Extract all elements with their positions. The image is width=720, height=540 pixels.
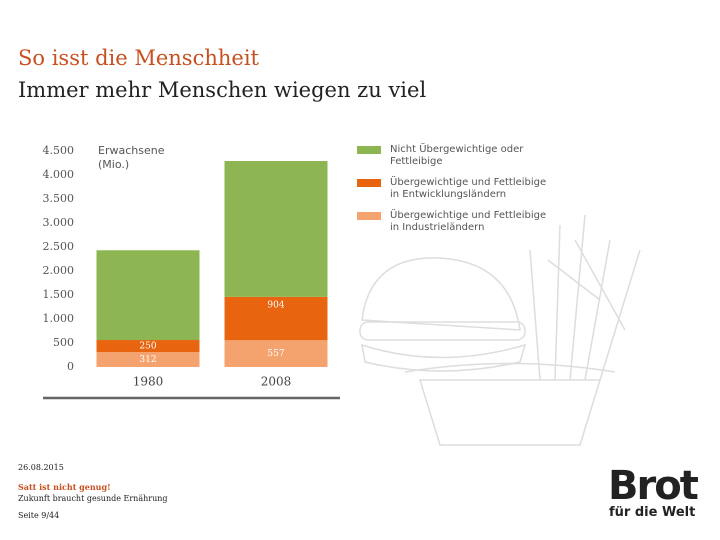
y-tick-label: 0 <box>67 360 74 373</box>
y-tick-label: 1.500 <box>43 288 75 301</box>
value-label: 312 <box>139 355 156 365</box>
legend-swatch <box>357 212 381 220</box>
legend-label: Übergewichtige und Fettleibige in Entwic… <box>390 177 547 200</box>
slide-subtitle: Immer mehr Menschen wiegen zu viel <box>18 78 427 102</box>
y-tick-label: 1.000 <box>43 312 75 325</box>
legend-label: Übergewichtige und Fettleibige in Indust… <box>390 210 547 233</box>
illustration <box>359 214 641 446</box>
bar-segment <box>224 296 328 341</box>
bar-segment <box>96 340 200 353</box>
value-label: 250 <box>139 342 156 352</box>
value-label: 904 <box>267 300 284 310</box>
logo-tagline: für die Welt <box>609 505 696 520</box>
legend-swatch <box>357 146 381 154</box>
bar-segment <box>224 161 328 297</box>
y-tick-label: 3.000 <box>43 216 75 229</box>
page-number: Seite 9/44 <box>18 511 60 520</box>
bar-segment <box>96 352 200 367</box>
y-axis-label: Erwachsene (Mio.) <box>98 144 165 171</box>
logo-word: Brot <box>608 463 699 509</box>
slogan: Satt ist nicht genug! <box>18 482 111 492</box>
y-tick-label: 4.500 <box>43 144 75 157</box>
x-tick-label: 2008 <box>261 375 292 389</box>
legend-swatch <box>357 179 381 187</box>
subline: Zukunft braucht gesunde Ernährung <box>18 494 168 503</box>
y-tick-label: 2.500 <box>43 240 75 253</box>
value-label: 557 <box>267 349 284 359</box>
y-tick-label: 500 <box>53 336 74 349</box>
y-tick-label: 4.000 <box>43 168 75 181</box>
slide-title: So isst die Menschheit <box>18 46 259 70</box>
y-tick-label: 3.500 <box>43 192 75 205</box>
bar-segment <box>96 250 200 341</box>
bar-segment <box>224 340 328 367</box>
date: 26.08.2015 <box>18 463 64 472</box>
x-tick-label: 1980 <box>133 375 164 389</box>
y-tick-label: 2.000 <box>43 264 75 277</box>
legend-label: Nicht Übergewichtige oder Fettleibige <box>390 144 524 167</box>
